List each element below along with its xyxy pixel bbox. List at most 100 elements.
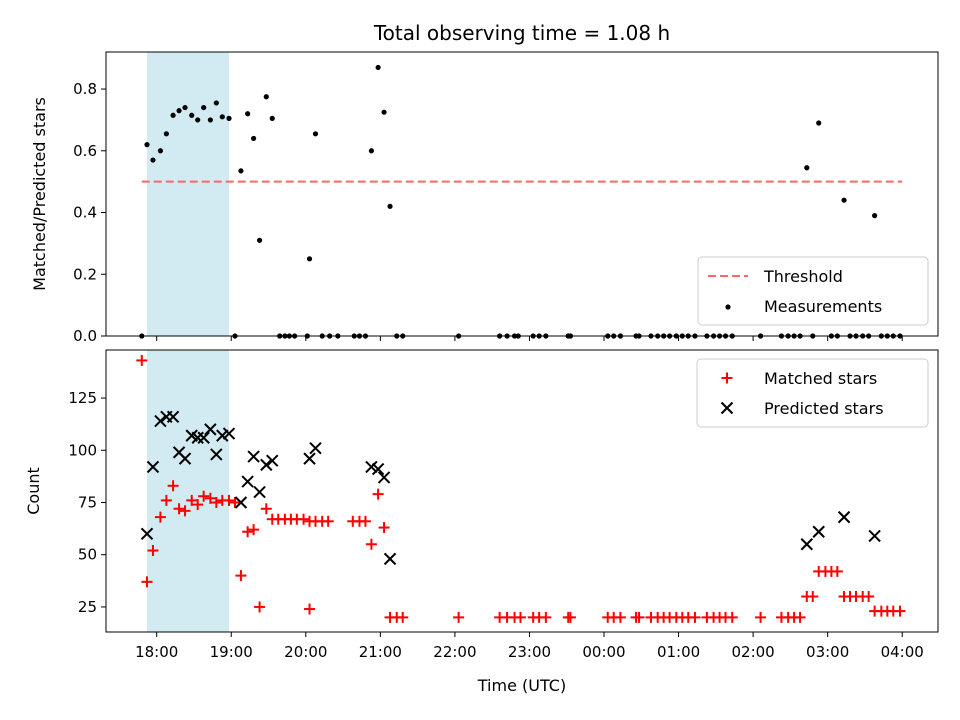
predicted-star-point: [253, 485, 266, 499]
measurement-point: [375, 64, 381, 71]
predicted-star-point: [303, 452, 316, 465]
measurement-point: [195, 117, 201, 123]
top-y-tick-label: 0.4: [73, 204, 97, 222]
matched-star-point: [260, 503, 272, 515]
top-plot-frame: [105, 51, 939, 337]
cross-stroke-b: [166, 410, 180, 424]
predicted-star-point: [247, 450, 260, 463]
measurement-point: [207, 117, 213, 123]
top-y-tick-label: 0.0: [73, 327, 97, 345]
bottom-panel: 25 50 75 100 125 18:00 19:00 20:00 21:00 22:00 23…: [24, 349, 939, 695]
matched-star-point: [726, 611, 738, 623]
predicted-star-point: [260, 458, 273, 472]
predicted-star-point: [365, 460, 378, 474]
x-tick-label: 04:00: [881, 643, 924, 661]
x-axis-label: Time (UTC): [477, 676, 566, 695]
measurement-point: [219, 114, 225, 120]
matched-star-point: [397, 611, 409, 623]
cross-stroke-b: [222, 427, 236, 440]
matched-star-point: [198, 490, 210, 502]
matched-stars-points: [136, 354, 906, 623]
matched-star-point: [235, 570, 247, 582]
matched-star-point: [515, 611, 527, 623]
matched-star-point: [160, 494, 172, 506]
predicted-star-point: [234, 496, 248, 509]
legend-threshold-label: Threshold: [763, 267, 843, 286]
measurement-point: [381, 109, 387, 115]
measurement-point: [263, 94, 269, 100]
legend-predicted-swatch: [720, 401, 734, 415]
matched-star-point: [359, 515, 371, 527]
cross-stroke-b: [178, 452, 192, 465]
matched-star-point: [614, 611, 626, 623]
chart-title: Total observing time = 1.08 h: [373, 21, 670, 45]
predicted-star-point: [371, 462, 385, 476]
predicted-star-point: [266, 454, 279, 467]
matched-star-point: [304, 603, 316, 615]
predicted-star-point: [204, 423, 217, 436]
top-panel: 0.0 0.2 0.4 0.6 0.8 Total observing time = 1…: [30, 21, 939, 345]
bottom-legend-box: [696, 358, 929, 428]
cross-stroke-b: [371, 462, 385, 476]
cross-stroke-b: [253, 485, 266, 499]
cross-stroke-b: [154, 414, 167, 428]
matched-star-point: [372, 488, 384, 500]
legend-plus-marker: [721, 372, 733, 384]
legend-measurements-swatch: [725, 304, 731, 310]
predicted-star-point: [837, 510, 851, 524]
measurement-point: [872, 213, 878, 219]
matched-star-point: [831, 565, 843, 577]
measurement-point: [312, 131, 319, 137]
measurement-point: [182, 104, 188, 111]
x-tick-label: 02:00: [731, 643, 774, 661]
predicted-star-point: [146, 460, 160, 474]
cross-stroke-b: [146, 460, 160, 474]
measurement-point: [213, 100, 219, 106]
cross-stroke-b: [266, 454, 279, 467]
cross-stroke-b: [800, 538, 813, 551]
legend-cross-marker: [720, 401, 734, 415]
measurement-point: [368, 148, 375, 154]
matched-star-point: [794, 611, 806, 623]
top-legend: Threshold Measurements: [697, 256, 929, 326]
cross-stroke-b: [260, 458, 273, 472]
x-tick-label: 21:00: [359, 643, 402, 661]
measurement-point: [256, 237, 263, 243]
cross-stroke-b: [837, 510, 851, 524]
predicted-star-point: [868, 529, 881, 543]
measurement-point: [387, 203, 393, 209]
bottom-plot-frame: [105, 349, 939, 633]
top-y-axis-label: Matched/Predicted stars: [30, 97, 49, 291]
predicted-star-point: [216, 429, 229, 442]
top-y-tick-label: 0.2: [73, 265, 97, 283]
cross-stroke-b: [210, 448, 223, 461]
matched-star-point: [755, 611, 767, 623]
matched-star-point: [136, 354, 148, 366]
measurement-point: [201, 104, 207, 111]
measurement-point: [176, 108, 182, 114]
cross-stroke-b: [383, 552, 397, 566]
bottom-y-tick-label: 100: [68, 441, 97, 459]
top-y-tick-label: 0.6: [73, 142, 97, 160]
predicted-stars-points: [140, 410, 881, 566]
cross-stroke-b: [140, 527, 154, 541]
x-tick-label: 00:00: [582, 643, 625, 661]
matched-star-point: [633, 611, 645, 623]
cross-stroke-b: [172, 446, 186, 459]
predicted-star-point: [377, 471, 391, 484]
cross-stroke-b: [234, 496, 248, 509]
predicted-star-point: [154, 414, 167, 428]
matched-star-point: [564, 611, 576, 623]
cross-stroke-b: [365, 460, 378, 474]
matched-star-point: [173, 503, 185, 515]
matched-star-point: [186, 494, 198, 506]
legend-matched-label: Matched stars: [764, 369, 877, 388]
measurement-point: [238, 168, 244, 174]
matched-star-point: [248, 524, 260, 536]
top-legend-box: [697, 256, 929, 326]
x-tick-label: 20:00: [284, 643, 327, 661]
x-tick-label: 18:00: [135, 643, 178, 661]
cross-stroke-b: [868, 529, 881, 543]
measurement-point: [150, 157, 156, 163]
matched-star-point: [154, 511, 166, 523]
